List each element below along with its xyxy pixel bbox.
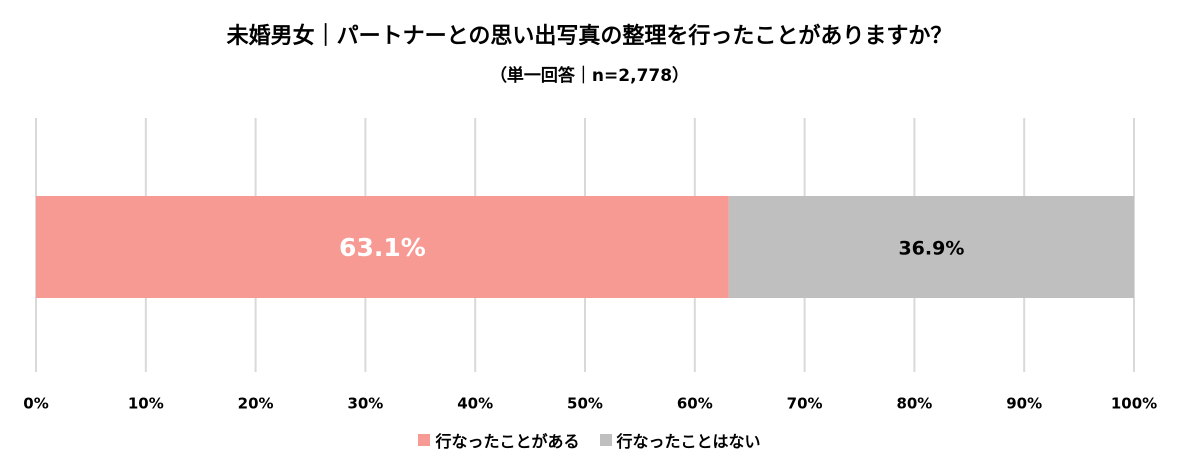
legend-item-yes: 行なったことがある [418, 428, 580, 452]
legend-item-no: 行なったことはない [599, 428, 761, 452]
legend-swatch-no [599, 434, 612, 446]
legend-label-yes: 行なったことがある [435, 432, 580, 451]
x-tick-label: 60% [677, 395, 713, 413]
x-tick-label: 90% [1006, 395, 1042, 413]
x-axis-tick-labels: 0% 10% 20% 30% 40% 50% 60% 70% 80% 90% 100% [23, 395, 1157, 413]
x-tick-label: 80% [896, 395, 932, 413]
chart-subtitle: （単一回答｜n=2,778） [489, 66, 690, 86]
chart-title: 未婚男女｜パートナーとの思い出写真の整理を行ったことがありますか？ [226, 24, 953, 49]
legend-swatch-yes [418, 434, 431, 446]
x-tick-label: 50% [567, 395, 603, 413]
bar-data-label: 36.9% [898, 238, 964, 260]
bars [36, 196, 1134, 298]
legend: 行なったことがある 行なったことはない [0, 428, 1179, 452]
x-tick-label: 100% [1111, 395, 1157, 413]
x-tick-label: 10% [128, 395, 164, 413]
x-tick-label: 70% [787, 395, 823, 413]
bar-segment [36, 196, 729, 298]
legend-label-no: 行なったことはない [616, 432, 761, 451]
x-tick-label: 40% [457, 395, 493, 413]
x-tick-label: 20% [238, 395, 274, 413]
bar-labels: 63.1% 36.9% [339, 233, 964, 262]
bar-segment [728, 196, 1134, 298]
bar-data-label: 63.1% [339, 233, 426, 262]
x-tick-label: 30% [347, 395, 383, 413]
x-tick-label: 0% [23, 395, 48, 413]
